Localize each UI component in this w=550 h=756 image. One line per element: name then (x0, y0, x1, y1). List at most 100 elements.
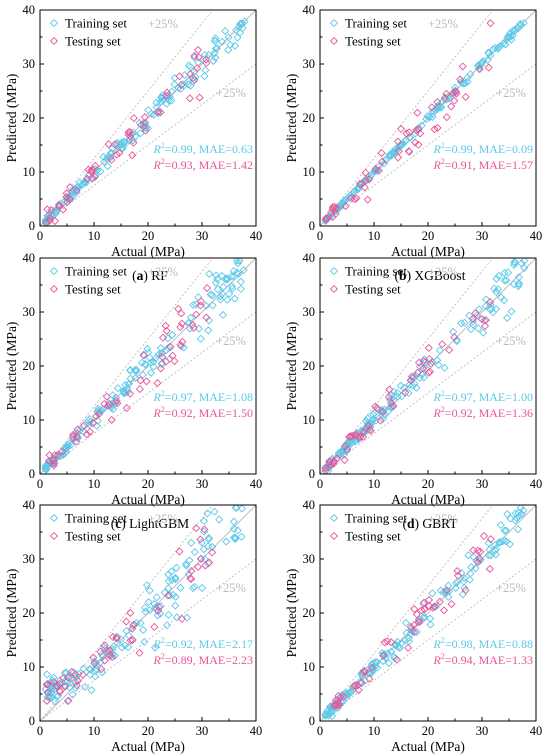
y-tick-label: 20 (23, 606, 36, 620)
testing-point (161, 321, 170, 330)
legend-test-marker (329, 531, 339, 541)
training-point (461, 79, 470, 88)
testing-point (404, 643, 413, 652)
testing-point (433, 97, 442, 107)
training-point (153, 611, 162, 620)
testing-point (427, 103, 436, 112)
training-point (433, 356, 442, 365)
training-point (517, 259, 526, 268)
legend-test-label: Testing set (65, 282, 121, 297)
testing-point (122, 617, 131, 626)
training-point (42, 670, 52, 679)
testing-point (153, 107, 162, 116)
training-point (371, 658, 380, 667)
training-point (449, 327, 458, 336)
training-point (505, 540, 514, 549)
y-tick-label: 30 (303, 305, 316, 319)
y-tick-label: 10 (23, 413, 36, 427)
training-point (182, 613, 191, 622)
legend-test-label: Testing set (345, 34, 401, 49)
y-tick-label: 20 (303, 606, 316, 620)
testing-point (469, 546, 478, 555)
y-tick-label: 0 (29, 219, 35, 233)
training-point (194, 293, 203, 302)
train-metrics: R2=0.98, MAE=0.88 (432, 636, 533, 651)
training-point (119, 141, 128, 150)
training-point (79, 427, 88, 436)
legend-train-label: Training set (345, 264, 407, 279)
training-point (412, 627, 421, 636)
testing-point (194, 53, 203, 62)
training-point (117, 643, 126, 652)
y-tick-label: 20 (23, 111, 36, 125)
training-point (146, 368, 156, 377)
x-tick-label: 40 (250, 724, 263, 738)
training-point (187, 538, 196, 547)
x-tick-label: 0 (37, 724, 43, 738)
testing-point (203, 284, 212, 293)
training-point (496, 520, 505, 530)
training-point (79, 179, 88, 188)
training-point (377, 407, 386, 416)
training-point (163, 621, 172, 630)
training-point (206, 290, 215, 299)
training-point (218, 37, 227, 46)
testing-point (42, 696, 51, 705)
training-point (156, 97, 165, 106)
training-point (419, 613, 428, 622)
testing-point (89, 419, 98, 428)
training-point (500, 276, 509, 285)
y-axis-label: Predicted (MPa) (284, 322, 299, 411)
testing-point (136, 376, 145, 385)
testing-point (141, 126, 150, 135)
training-point (507, 307, 516, 316)
training-point (152, 102, 161, 112)
training-point (223, 275, 232, 284)
testing-point (389, 401, 398, 410)
testing-point (407, 372, 416, 381)
training-point (137, 358, 146, 367)
x-tick-label: 20 (142, 229, 155, 243)
training-point (152, 605, 161, 614)
training-point (504, 33, 513, 42)
testing-point (125, 132, 134, 141)
y-tick-label: 10 (23, 165, 36, 179)
lower-25-line (40, 63, 256, 226)
training-point (387, 395, 396, 404)
legend-train-label: Training set (345, 16, 407, 31)
training-point (457, 568, 466, 577)
training-point (96, 407, 105, 416)
x-tick-label: 10 (368, 229, 381, 243)
training-point (67, 440, 76, 449)
testing-point (140, 113, 149, 122)
training-point (73, 429, 82, 438)
x-tick-label: 20 (422, 229, 435, 243)
testing-point (458, 62, 467, 71)
training-point (460, 574, 469, 583)
y-tick-label: 40 (303, 498, 316, 512)
training-point (119, 388, 128, 397)
testing-point (102, 392, 111, 401)
testing-point (385, 392, 394, 401)
training-point (222, 537, 231, 546)
training-point (136, 129, 145, 138)
training-point (433, 101, 442, 110)
training-point (190, 547, 199, 557)
testing-point (475, 554, 484, 563)
training-point (186, 81, 195, 90)
testing-point (364, 421, 373, 430)
training-point (172, 613, 182, 622)
testing-point (410, 605, 419, 614)
training-point (491, 43, 500, 53)
training-point (227, 282, 236, 291)
training-point (132, 365, 141, 374)
testing-point (100, 399, 109, 408)
training-point (397, 392, 406, 401)
training-point (239, 266, 248, 275)
legend-test-marker (49, 531, 59, 541)
training-point (500, 526, 509, 535)
training-point (80, 177, 89, 186)
testing-point (105, 646, 114, 655)
testing-point (451, 87, 461, 96)
training-point (513, 23, 522, 32)
